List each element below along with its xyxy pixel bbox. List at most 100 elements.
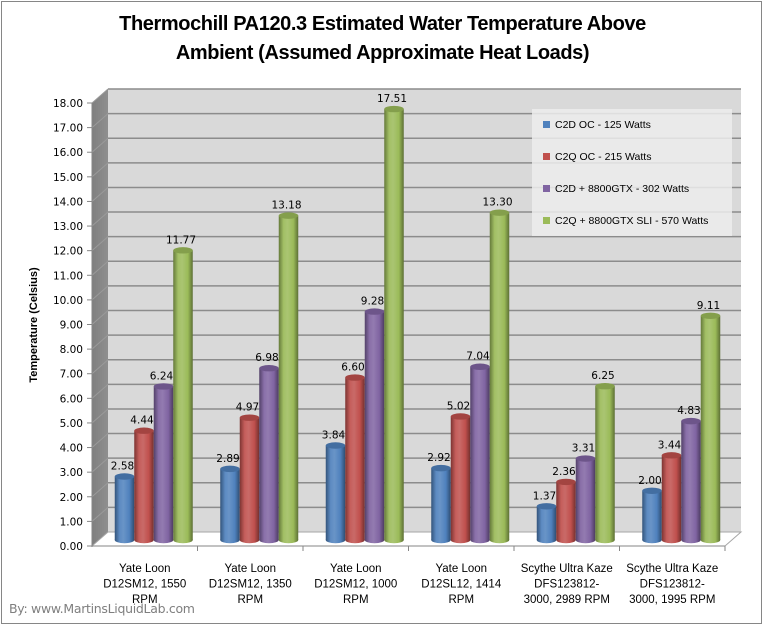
- bar-top: [450, 413, 471, 420]
- bar-base: [153, 536, 174, 544]
- gridline-side: [91, 408, 109, 424]
- gridline-side: [91, 433, 109, 448]
- bar: [259, 365, 279, 544]
- bar-base: [239, 536, 260, 544]
- bar-body: [681, 421, 701, 540]
- bar: [470, 363, 490, 544]
- y-tick-label: 17.00: [53, 123, 83, 135]
- bar-base: [489, 536, 510, 544]
- bar-base: [575, 536, 596, 544]
- bar-base: [173, 536, 193, 544]
- bar-body: [153, 386, 174, 540]
- bar-top: [220, 465, 240, 473]
- chart-title-line-1: Thermochill PA120.3 Estimated Water Temp…: [119, 13, 646, 35]
- bar-base: [345, 536, 365, 544]
- bar-base: [431, 536, 451, 544]
- data-label: 4.83: [677, 405, 700, 417]
- bar-top: [700, 312, 721, 319]
- category-label: D12SM12, 1350: [209, 579, 292, 591]
- y-tick-label: 0.00: [60, 541, 83, 553]
- legend: C2D OC - 125 Watts C2Q OC - 215 Watts C2D …: [532, 109, 732, 236]
- category-label: Yate Loon: [435, 563, 487, 575]
- category-label: DFS123812-: [534, 579, 599, 591]
- bar: [220, 465, 240, 544]
- data-label: 3.84: [322, 429, 346, 441]
- data-label: 2.92: [427, 452, 450, 464]
- bar-body: [364, 311, 385, 540]
- gridline-side: [91, 162, 109, 178]
- bar-top: [681, 417, 701, 425]
- gridline-side: [91, 457, 109, 473]
- gridline-side: [91, 88, 109, 104]
- bar: [556, 478, 576, 544]
- bar-top: [114, 473, 135, 480]
- credit-text: By: www.MartinsLiquidLab.com: [9, 601, 195, 616]
- y-tick-label: 9.00: [60, 320, 83, 332]
- gridline-side: [91, 359, 109, 375]
- data-label: 4.44: [130, 415, 154, 427]
- bar-top: [364, 308, 385, 315]
- bar-base: [681, 536, 701, 544]
- bar-body: [325, 445, 346, 540]
- bar-top: [431, 464, 451, 472]
- y-tick-label: 4.00: [60, 443, 83, 455]
- gridline-side: [91, 507, 109, 522]
- bars: [114, 105, 721, 544]
- gridline-side: [91, 260, 109, 276]
- bar-top: [239, 414, 260, 421]
- data-label: 1.37: [533, 490, 556, 502]
- legend-label: C2Q + 8800GTX SLI - 570 Watts: [555, 215, 708, 227]
- bar-base: [536, 536, 557, 544]
- gridline-side: [91, 383, 109, 399]
- category-label: Scythe Ultra Kaze: [521, 563, 613, 575]
- bar: [364, 308, 385, 544]
- bar-body: [556, 481, 576, 540]
- y-tick-label: 8.00: [60, 344, 83, 356]
- bar: [681, 417, 701, 544]
- category-label: D12SM12, 1550: [103, 579, 186, 591]
- category-label: DFS123812-: [640, 579, 705, 591]
- bar-top: [325, 442, 346, 449]
- bar-base: [220, 536, 240, 544]
- category-label: Yate Loon: [224, 563, 276, 575]
- category-label: Yate Loon: [119, 563, 171, 575]
- data-label: 2.58: [111, 461, 134, 473]
- legend-box: [532, 109, 732, 236]
- bar-top: [556, 478, 576, 486]
- bar: [114, 473, 135, 544]
- bar: [134, 427, 154, 544]
- bar: [575, 455, 596, 544]
- bar-body: [173, 250, 193, 541]
- y-tick-label: 15.00: [53, 172, 83, 184]
- bar: [239, 414, 260, 544]
- category-label: RPM: [448, 594, 474, 606]
- gridline-side: [91, 285, 109, 301]
- bar-base: [450, 536, 471, 544]
- bar: [450, 413, 471, 544]
- bar: [325, 442, 346, 544]
- gridline-side: [91, 482, 109, 498]
- data-label: 2.36: [552, 466, 576, 478]
- bar: [536, 503, 557, 544]
- chart-title: Thermochill PA120.3 Estimated Water Temp…: [0, 10, 765, 68]
- legend-swatch: [543, 153, 550, 160]
- gridline-side: [91, 310, 109, 325]
- bar-base: [700, 536, 721, 544]
- bar-body: [384, 109, 404, 540]
- bar-body: [259, 368, 279, 540]
- bar-base: [384, 536, 404, 544]
- bar-body: [642, 490, 662, 540]
- y-tick-label: 2.00: [60, 492, 83, 504]
- bar-top: [642, 487, 662, 494]
- data-labels: 2.58 4.44 6.24 11.77 2.89 4.97 6.98 13.18 3.84 6.…: [111, 93, 720, 502]
- y-tick-label: 7.00: [60, 369, 83, 381]
- bar-body: [470, 366, 490, 540]
- legend-swatch: [543, 185, 550, 192]
- legend-label: C2D OC - 125 Watts: [555, 119, 651, 131]
- bar-body: [661, 455, 682, 540]
- bar: [384, 105, 404, 544]
- category-label: RPM: [343, 594, 369, 606]
- data-label: 4.97: [236, 402, 259, 414]
- bar-body: [431, 468, 451, 540]
- bar-top: [470, 363, 490, 370]
